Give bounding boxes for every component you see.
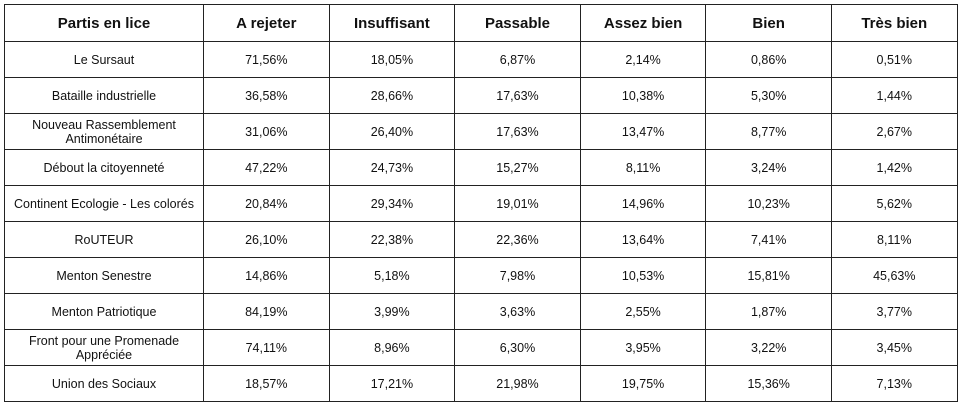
percentage-cell: 71,56% bbox=[203, 41, 330, 78]
column-header-grade: Bien bbox=[705, 4, 832, 42]
percentage-cell: 0,86% bbox=[705, 41, 832, 78]
percentage-cell: 19,75% bbox=[579, 365, 707, 402]
party-name-cell: Menton Senestre bbox=[4, 257, 204, 294]
percentage-cell: 6,30% bbox=[454, 329, 581, 366]
percentage-cell: 17,63% bbox=[454, 77, 581, 114]
table-body: Le Sursaut 71,56% 18,05% 6,87% 2,14% 0,86% 0,5… bbox=[4, 41, 958, 402]
column-header-grade: Passable bbox=[454, 4, 581, 42]
percentage-cell: 28,66% bbox=[328, 77, 456, 114]
percentage-cell: 3,99% bbox=[328, 293, 456, 330]
party-name-cell: Le Sursaut bbox=[4, 41, 204, 78]
percentage-cell: 14,86% bbox=[203, 257, 330, 294]
percentage-cell: 3,22% bbox=[705, 329, 832, 366]
party-name-cell: Menton Patriotique bbox=[4, 293, 204, 330]
percentage-cell: 22,36% bbox=[454, 221, 581, 258]
party-name-cell: Débout la citoyenneté bbox=[4, 149, 204, 186]
column-header-grade: Assez bien bbox=[579, 4, 707, 42]
percentage-cell: 10,53% bbox=[579, 257, 707, 294]
percentage-cell: 5,30% bbox=[705, 77, 832, 114]
percentage-cell: 5,18% bbox=[328, 257, 456, 294]
percentage-cell: 7,41% bbox=[705, 221, 832, 258]
party-name-cell: Bataille industrielle bbox=[4, 77, 204, 114]
party-name-cell: Union des Sociaux bbox=[4, 365, 204, 402]
percentage-cell: 21,98% bbox=[454, 365, 581, 402]
percentage-cell: 45,63% bbox=[830, 257, 958, 294]
percentage-cell: 14,96% bbox=[579, 185, 707, 222]
percentage-cell: 10,38% bbox=[579, 77, 707, 114]
percentage-cell: 2,55% bbox=[579, 293, 707, 330]
percentage-cell: 0,51% bbox=[830, 41, 958, 78]
party-name-cell: Continent Ecologie - Les colorés bbox=[4, 185, 204, 222]
percentage-cell: 3,63% bbox=[454, 293, 581, 330]
column-header-grade: Insuffisant bbox=[328, 4, 456, 42]
percentage-cell: 8,96% bbox=[328, 329, 456, 366]
percentage-cell: 2,67% bbox=[830, 113, 958, 150]
table-row: RoUTEUR 26,10% 22,38% 22,36% 13,64% 7,41% 8,11… bbox=[4, 221, 958, 258]
table-row: Le Sursaut 71,56% 18,05% 6,87% 2,14% 0,86% 0,5… bbox=[4, 41, 958, 78]
percentage-cell: 6,87% bbox=[454, 41, 581, 78]
percentage-cell: 7,13% bbox=[830, 365, 958, 402]
percentage-cell: 17,63% bbox=[454, 113, 581, 150]
percentage-cell: 19,01% bbox=[454, 185, 581, 222]
percentage-cell: 13,47% bbox=[579, 113, 707, 150]
percentage-cell: 18,57% bbox=[203, 365, 330, 402]
percentage-cell: 13,64% bbox=[579, 221, 707, 258]
table-row: Front pour une Promenade Appréciée 74,11%… bbox=[4, 329, 958, 366]
percentage-cell: 2,14% bbox=[579, 41, 707, 78]
percentage-cell: 36,58% bbox=[203, 77, 330, 114]
table-row: Continent Ecologie - Les colorés 20,84% 29… bbox=[4, 185, 958, 222]
percentage-cell: 7,98% bbox=[454, 257, 581, 294]
percentage-cell: 84,19% bbox=[203, 293, 330, 330]
percentage-cell: 3,24% bbox=[705, 149, 832, 186]
percentage-cell: 3,95% bbox=[579, 329, 707, 366]
party-name-cell: RoUTEUR bbox=[4, 221, 204, 258]
percentage-cell: 5,62% bbox=[830, 185, 958, 222]
percentage-cell: 8,77% bbox=[705, 113, 832, 150]
percentage-cell: 15,81% bbox=[705, 257, 832, 294]
table-row: Union des Sociaux 18,57% 17,21% 21,98% 19,75… bbox=[4, 365, 958, 402]
percentage-cell: 10,23% bbox=[705, 185, 832, 222]
results-table-container: Partis en lice A rejeter Insuffisant Passab… bbox=[4, 4, 958, 409]
percentage-cell: 26,10% bbox=[203, 221, 330, 258]
percentage-cell: 15,27% bbox=[454, 149, 581, 186]
percentage-cell: 1,42% bbox=[830, 149, 958, 186]
table-row: Menton Senestre 14,86% 5,18% 7,98% 10,53% 15,… bbox=[4, 257, 958, 294]
percentage-cell: 29,34% bbox=[328, 185, 456, 222]
party-name-cell: Front pour une Promenade Appréciée bbox=[4, 329, 204, 366]
column-header-grade: A rejeter bbox=[203, 4, 330, 42]
percentage-cell: 20,84% bbox=[203, 185, 330, 222]
percentage-cell: 8,11% bbox=[830, 221, 958, 258]
percentage-cell: 18,05% bbox=[328, 41, 456, 78]
percentage-cell: 31,06% bbox=[203, 113, 330, 150]
percentage-cell: 15,36% bbox=[705, 365, 832, 402]
table-row: Bataille industrielle 36,58% 28,66% 17,63% 1… bbox=[4, 77, 958, 114]
percentage-cell: 8,11% bbox=[579, 149, 707, 186]
results-table: Partis en lice A rejeter Insuffisant Passab… bbox=[4, 4, 958, 402]
percentage-cell: 22,38% bbox=[328, 221, 456, 258]
percentage-cell: 47,22% bbox=[203, 149, 330, 186]
percentage-cell: 3,45% bbox=[830, 329, 958, 366]
percentage-cell: 3,77% bbox=[830, 293, 958, 330]
percentage-cell: 74,11% bbox=[203, 329, 330, 366]
header-row: Partis en lice A rejeter Insuffisant Passab… bbox=[4, 4, 958, 42]
party-name-cell: Nouveau Rassemblement Antimonétaire bbox=[4, 113, 204, 150]
table-row: Débout la citoyenneté 47,22% 24,73% 15,27% 8… bbox=[4, 149, 958, 186]
percentage-cell: 17,21% bbox=[328, 365, 456, 402]
table-row: Menton Patriotique 84,19% 3,99% 3,63% 2,55% 1… bbox=[4, 293, 958, 330]
percentage-cell: 1,87% bbox=[705, 293, 832, 330]
percentage-cell: 26,40% bbox=[328, 113, 456, 150]
column-header-grade: Très bien bbox=[830, 4, 958, 42]
column-header-party: Partis en lice bbox=[4, 4, 204, 42]
percentage-cell: 1,44% bbox=[830, 77, 958, 114]
percentage-cell: 24,73% bbox=[328, 149, 456, 186]
table-row: Nouveau Rassemblement Antimonétaire 31,06… bbox=[4, 113, 958, 150]
